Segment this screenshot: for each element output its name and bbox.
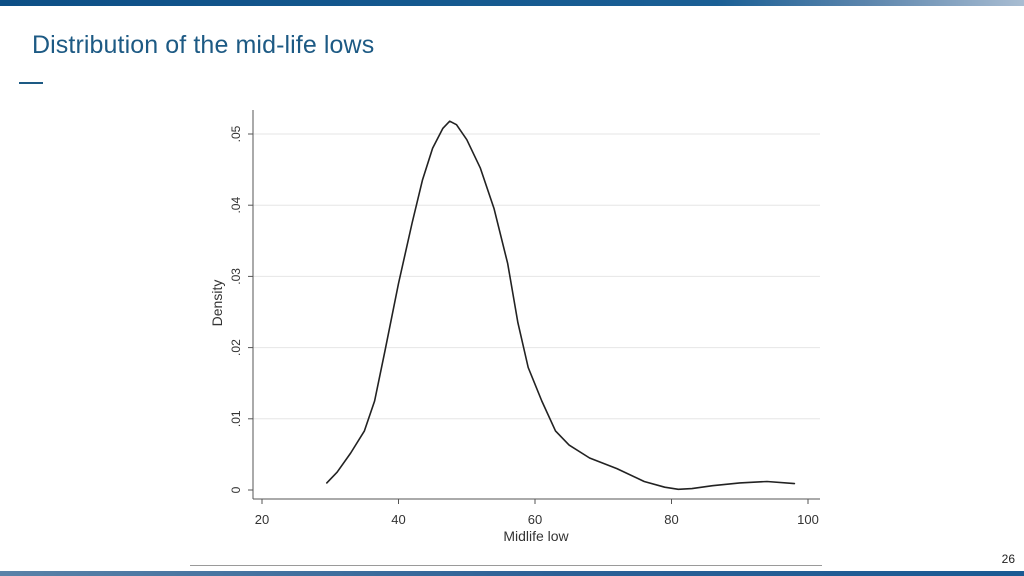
figure-bottom-rule [190, 565, 822, 566]
x-tick-label-2: 60 [528, 512, 542, 527]
slide-title: Distribution of the mid-life lows [32, 31, 375, 59]
y-tick-label-5: .05 [229, 125, 243, 142]
axes [248, 110, 820, 504]
series-layer [325, 120, 796, 491]
density-curve-0 [325, 120, 796, 491]
tick-labels: 0 .01 .02 .03 .04 .05 20 40 60 80 100 [229, 125, 819, 527]
bottom-accent-band [0, 571, 1024, 576]
x-tick-label-0: 20 [255, 512, 269, 527]
y-tick-label-0: 0 [229, 486, 243, 493]
top-accent-band [0, 0, 1024, 6]
title-underline [19, 82, 43, 84]
page-number: 26 [1001, 552, 1015, 566]
x-tick-label-1: 40 [391, 512, 405, 527]
y-tick-label-2: .02 [229, 339, 243, 356]
figure-frame [190, 96, 832, 566]
y-tick-label-1: .01 [229, 410, 243, 427]
y-tick-label-4: .04 [229, 197, 243, 214]
y-axis-label: Density [209, 280, 225, 327]
x-tick-label-4: 100 [797, 512, 819, 527]
gridlines [253, 133, 820, 420]
x-axis-label: Midlife low [503, 528, 569, 544]
x-tick-label-3: 80 [664, 512, 678, 527]
y-tick-label-3: .03 [229, 268, 243, 285]
